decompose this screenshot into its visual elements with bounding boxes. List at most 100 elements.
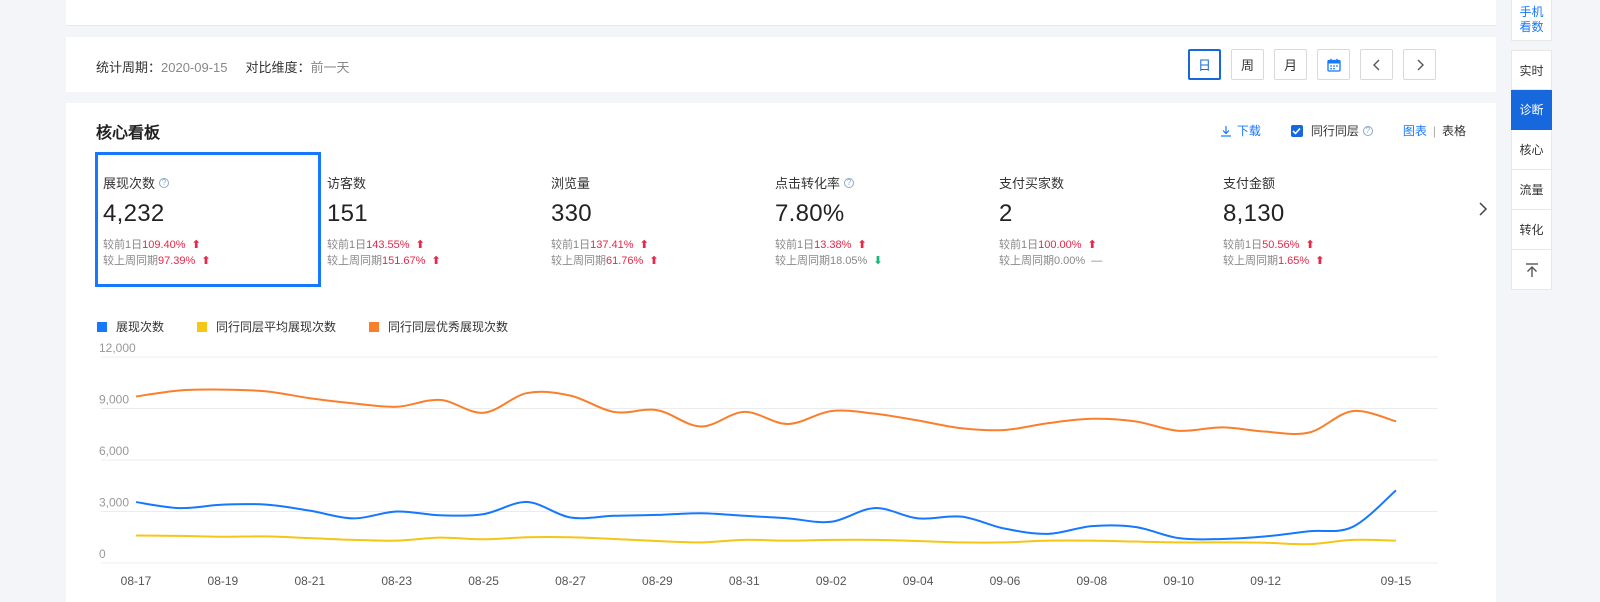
side-nav-phone-line2: 看数: [1519, 20, 1544, 34]
x-tick-label: 09-08: [1077, 574, 1108, 588]
metric-value: 330: [551, 200, 592, 227]
legend-item[interactable]: 同行同层平均展现次数: [197, 318, 336, 335]
core-board: 核心看板 下载 同行同层 ? 图表 | 表格 展现次数? 4,232 较前1日109…: [66, 103, 1496, 602]
metric-value: 8,130: [1223, 200, 1285, 227]
metric-label-text: 展现次数: [103, 176, 156, 191]
download-button[interactable]: 下载: [1220, 122, 1261, 139]
arrow-down-icon: ⬇: [873, 255, 883, 267]
prev-button[interactable]: [1360, 49, 1393, 80]
metric-card[interactable]: 点击转化率? 7.80% 较前1日13.38% ⬆ 较上周同期18.05% ⬇: [767, 152, 993, 287]
arrow-up-icon: ⬆: [1087, 239, 1097, 251]
metric-card[interactable]: 访客数 151 较前1日143.55% ⬆ 较上周同期151.67% ⬆: [319, 152, 545, 287]
week-button[interactable]: 周: [1231, 49, 1264, 80]
legend-swatch: [369, 321, 380, 332]
side-nav-item[interactable]: 转化: [1511, 210, 1552, 250]
chart-legend: 展现次数 同行同层平均展现次数 同行同层优秀展现次数: [97, 318, 541, 335]
legend-label: 同行同层平均展现次数: [216, 320, 337, 334]
core-board-tools: 下载 同行同层 ? 图表 | 表格: [1220, 122, 1466, 139]
compare-value: 97.39%: [158, 255, 196, 267]
metric-label: 访客数: [327, 173, 441, 192]
side-nav-phone-line1: 手机: [1519, 5, 1544, 19]
y-tick-label: 12,000: [99, 341, 136, 355]
metrics-next-arrow[interactable]: [1478, 201, 1488, 222]
back-to-top-button[interactable]: [1511, 250, 1552, 290]
metric-label-text: 访客数: [327, 176, 367, 191]
side-nav-item[interactable]: 核心: [1511, 130, 1552, 170]
legend-item[interactable]: 同行同层优秀展现次数: [369, 318, 508, 335]
legend-swatch: [197, 321, 208, 332]
x-tick-label: 09-10: [1163, 574, 1194, 588]
compare-value: 50.56%: [1262, 239, 1300, 251]
compare-value: 18.05%: [830, 255, 868, 267]
metrics-row: 展现次数? 4,232 较前1日109.40% ⬆ 较上周同期97.39% ⬆ 访客数 151…: [95, 152, 1470, 287]
metric-card[interactable]: 浏览量 330 较前1日137.41% ⬆ 较上周同期61.76% ⬆: [543, 152, 769, 287]
compare-value: 1.65%: [1278, 255, 1310, 267]
period-bar: 统计周期：2020-09-15 对比维度：前一天 日 周 月: [66, 37, 1496, 92]
metric-label: 点击转化率?: [775, 173, 883, 192]
month-button[interactable]: 月: [1274, 49, 1307, 80]
side-nav-item[interactable]: 诊断: [1511, 90, 1552, 130]
day-button[interactable]: 日: [1188, 49, 1221, 80]
legend-swatch: [97, 321, 107, 332]
help-circle-icon[interactable]: ?: [1362, 125, 1373, 136]
help-circle-icon[interactable]: ?: [844, 177, 855, 188]
next-button[interactable]: [1403, 49, 1436, 80]
view-chart-toggle[interactable]: 图表: [1402, 124, 1427, 138]
stat-period-value: 2020-09-15: [161, 60, 228, 75]
legend-item[interactable]: 展现次数: [97, 318, 164, 335]
metric-card[interactable]: 支付金额 8,130 较前1日50.56% ⬆ 较上周同期1.65% ⬆: [1215, 152, 1441, 287]
period-info: 统计周期：2020-09-15 对比维度：前一天: [96, 57, 350, 76]
x-tick-label: 08-31: [729, 574, 760, 588]
chevron-left-icon: [1372, 59, 1379, 70]
side-nav-item[interactable]: 实时: [1511, 50, 1552, 90]
side-nav-phone[interactable]: 手机 看数: [1511, 0, 1552, 41]
x-tick-label: 08-27: [555, 574, 586, 588]
compare-label: 较上周同期: [551, 255, 606, 267]
compare-label: 较前1日: [999, 239, 1039, 251]
side-nav-item[interactable]: 流量: [1511, 170, 1552, 210]
x-tick-label: 09-02: [816, 574, 847, 588]
checkbox-checked-icon[interactable]: [1290, 124, 1303, 137]
compare-value: 100.00%: [1038, 239, 1082, 251]
line-chart: 12,000 9,000 6,000 3,000 0 08-17 08-19 08-21 08-…: [99, 341, 1438, 588]
y-tick-label: 0: [99, 547, 106, 561]
back-to-top-icon: [1525, 262, 1538, 277]
download-icon: [1220, 125, 1231, 137]
compare-label: 较上周同期: [1223, 255, 1278, 267]
metric-compare: 较前1日137.41% ⬆ 较上周同期61.76% ⬆: [551, 237, 659, 269]
compare-label: 较前1日: [103, 239, 143, 251]
compare-value: 109.40%: [142, 239, 186, 251]
calendar-icon: [1326, 58, 1341, 72]
help-circle-icon[interactable]: ?: [159, 177, 170, 188]
metric-label-text: 浏览量: [551, 176, 591, 191]
arrow-up-icon: ⬆: [415, 239, 425, 251]
view-table-toggle[interactable]: 表格: [1441, 124, 1466, 138]
calendar-button[interactable]: [1317, 49, 1350, 80]
metric-value: 4,232: [103, 200, 165, 227]
compare-label: 较上周同期: [775, 255, 830, 267]
x-tick-label: 08-25: [468, 574, 499, 588]
core-board-title: 核心看板: [96, 125, 161, 142]
x-tick-label: 09-06: [990, 574, 1021, 588]
x-tick-label: 09-04: [903, 574, 934, 588]
dash-icon: —: [1091, 255, 1103, 267]
compare-label: 较前1日: [551, 239, 591, 251]
x-tick-label: 08-17: [121, 574, 152, 588]
y-tick-label: 6,000: [99, 444, 129, 458]
compare-label: 较上周同期: [999, 255, 1054, 267]
top-card: [66, 0, 1496, 26]
arrow-up-icon: ⬆: [431, 255, 441, 267]
metric-card[interactable]: 展现次数? 4,232 较前1日109.40% ⬆ 较上周同期97.39% ⬆: [95, 152, 321, 287]
stat-period-label: 统计周期：: [96, 60, 162, 75]
compare-value: 0.00%: [1054, 255, 1086, 267]
x-tick-label: 08-19: [208, 574, 239, 588]
metric-label-text: 支付金额: [1223, 176, 1276, 191]
compare-label: 较前1日: [1223, 239, 1263, 251]
arrow-up-icon: ⬆: [649, 255, 659, 267]
metric-value: 151: [327, 200, 368, 227]
metric-card[interactable]: 支付买家数 2 较前1日100.00% ⬆ 较上周同期0.00% —: [991, 152, 1217, 287]
arrow-up-icon: ⬆: [857, 239, 867, 251]
compare-value: 前一天: [310, 60, 350, 75]
arrow-up-icon: ⬆: [201, 255, 211, 267]
compare-value: 143.55%: [366, 239, 410, 251]
